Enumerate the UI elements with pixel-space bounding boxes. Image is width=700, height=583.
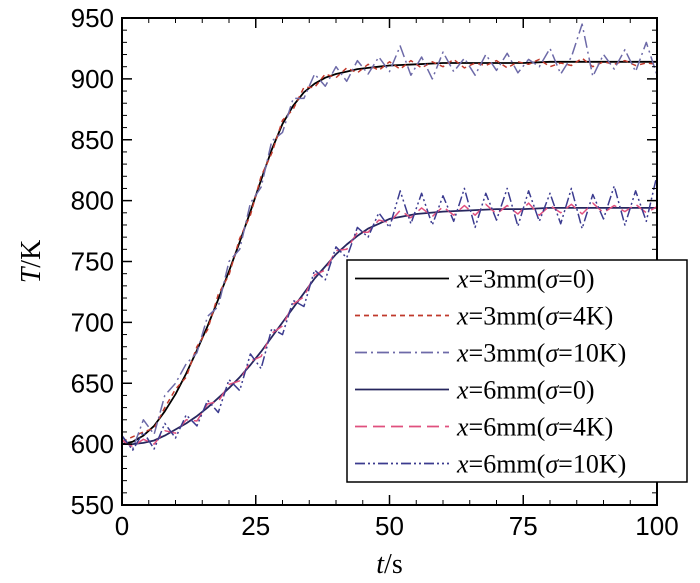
legend-pre: =6mm( xyxy=(469,450,546,479)
series-layer xyxy=(122,23,657,451)
legend-pre: =3mm( xyxy=(469,265,546,294)
legend-label-4: x=6mm(σ=0) xyxy=(456,376,594,405)
legend: x=3mm(σ=0)x=3mm(σ=4K)x=3mm(σ=10K)x=6mm(σ… xyxy=(346,259,688,483)
y-tick-label: 700 xyxy=(71,307,114,337)
x-axis-title: t/s xyxy=(376,549,402,580)
legend-post: =10K) xyxy=(558,450,626,479)
y-axis-var: T xyxy=(16,265,47,283)
legend-post: =4K) xyxy=(558,302,613,331)
y-tick-label: 850 xyxy=(71,125,114,155)
x-tick-label: 0 xyxy=(115,511,129,541)
y-tick-label: 750 xyxy=(71,247,114,277)
legend-label-6: x=6mm(σ=10K) xyxy=(456,450,626,479)
legend-label-5: x=6mm(σ=4K) xyxy=(456,413,613,442)
y-tick-label: 550 xyxy=(71,490,114,520)
legend-sym: σ xyxy=(545,376,559,405)
series-line-2 xyxy=(122,57,657,443)
y-tick-label: 800 xyxy=(71,186,114,216)
legend-label-3: x=3mm(σ=10K) xyxy=(456,339,626,368)
x-axis-var: t xyxy=(376,549,385,580)
x-tick-label: 75 xyxy=(509,511,538,541)
legend-box xyxy=(346,259,688,483)
x-tick-label: 100 xyxy=(635,511,678,541)
legend-label-2: x=3mm(σ=4K) xyxy=(456,302,613,331)
legend-post: =0) xyxy=(558,376,594,405)
legend-var: x xyxy=(456,265,469,294)
x-tick-label: 50 xyxy=(375,511,404,541)
legend-sym: σ xyxy=(545,302,559,331)
y-tick-label: 900 xyxy=(71,64,114,94)
legend-sym: σ xyxy=(545,450,559,479)
legend-pre: =3mm( xyxy=(469,302,546,331)
y-tick-label: 950 xyxy=(71,3,114,33)
legend-var: x xyxy=(456,450,469,479)
legend-sym: σ xyxy=(545,265,559,294)
series-line-3 xyxy=(122,23,657,450)
legend-post: =10K) xyxy=(558,339,626,368)
x-axis: 0 25 50 75 100 xyxy=(115,18,679,541)
legend-label-1: x=3mm(σ=0) xyxy=(456,265,594,294)
legend-var: x xyxy=(456,302,469,331)
legend-sym: σ xyxy=(545,339,559,368)
y-axis-title: T/K xyxy=(16,240,47,284)
legend-pre: =3mm( xyxy=(469,339,546,368)
legend-post: =0) xyxy=(558,265,594,294)
y-tick-label: 600 xyxy=(71,429,114,459)
x-tick-label: 25 xyxy=(241,511,270,541)
legend-sym: σ xyxy=(545,413,559,442)
x-axis-unit: /s xyxy=(384,549,403,580)
legend-post: =4K) xyxy=(558,413,613,442)
legend-var: x xyxy=(456,339,469,368)
legend-pre: =6mm( xyxy=(469,376,546,405)
series-line-5 xyxy=(122,202,657,448)
legend-var: x xyxy=(456,413,469,442)
y-tick-label: 650 xyxy=(71,368,114,398)
series-line-6 xyxy=(122,174,657,451)
y-axis-unit: /K xyxy=(16,240,47,268)
legend-var: x xyxy=(456,376,469,405)
legend-pre: =6mm( xyxy=(469,413,546,442)
